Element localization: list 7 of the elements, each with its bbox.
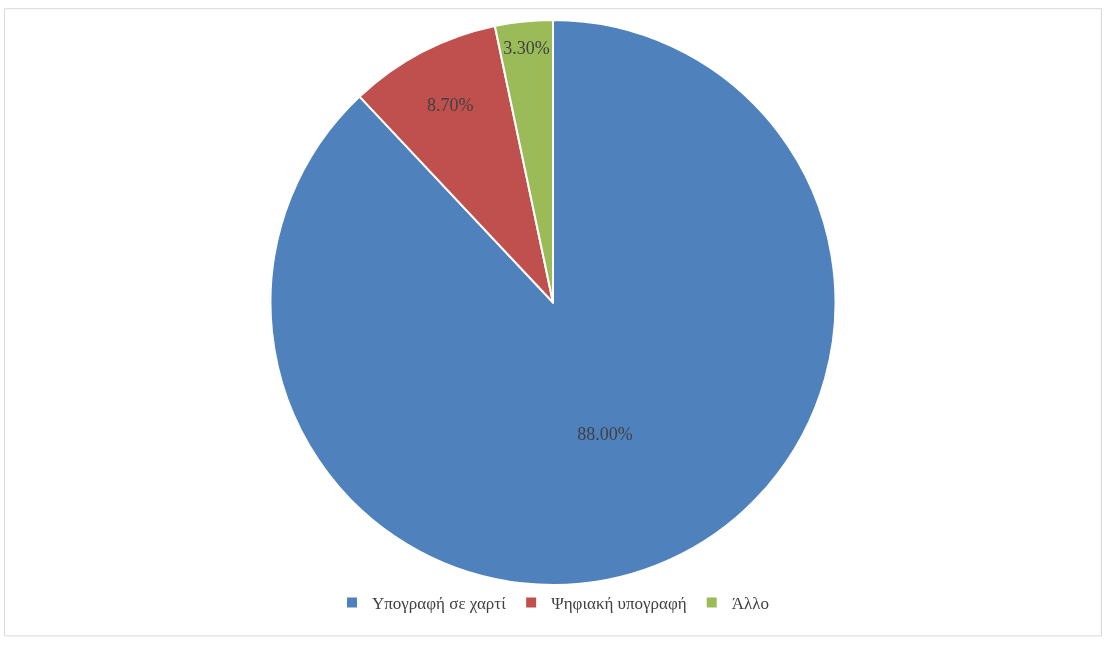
data-label: 88.00%: [577, 423, 633, 444]
pie-slice: [269, 19, 837, 586]
data-label: 8.70%: [426, 95, 474, 116]
legend-label: Υπογραφή σε χαρτί: [372, 594, 507, 614]
legend-label: Ψηφιακή υπογραφή: [551, 594, 687, 614]
data-label: 3.30%: [503, 37, 550, 58]
legend-label: Άλλο: [731, 594, 769, 614]
